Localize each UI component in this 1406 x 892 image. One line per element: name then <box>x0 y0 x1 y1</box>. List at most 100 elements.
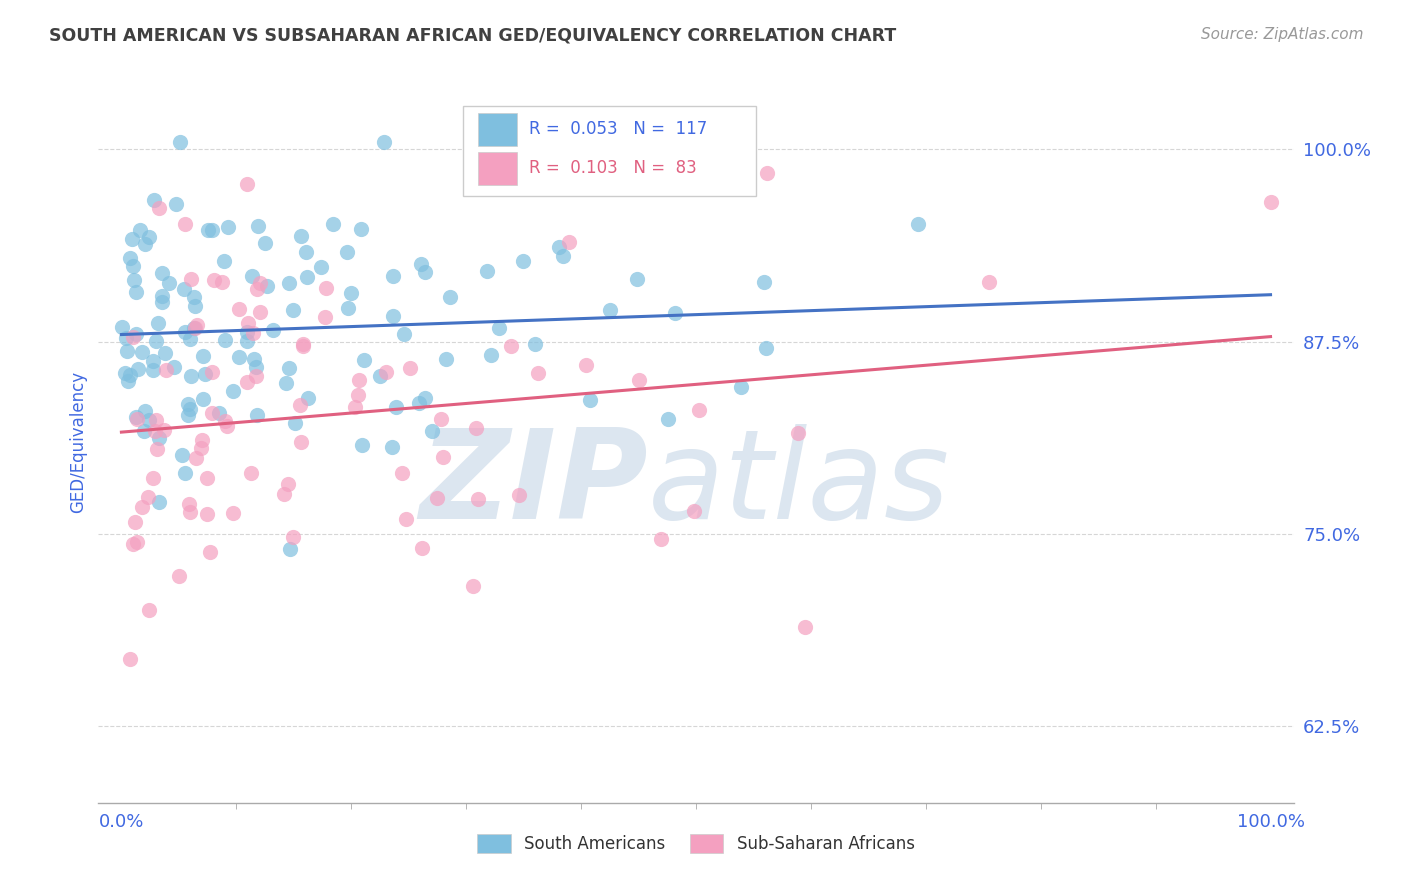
Point <box>413 265 436 279</box>
Point <box>409 257 432 271</box>
Point <box>548 240 571 254</box>
Point <box>127 534 149 549</box>
Point <box>411 541 433 555</box>
Point <box>291 336 314 351</box>
Text: ZIP: ZIP <box>419 425 648 545</box>
Point <box>794 620 817 634</box>
Point <box>148 431 170 445</box>
Point <box>131 344 153 359</box>
Point <box>292 339 315 353</box>
Point <box>392 326 415 341</box>
Point <box>391 466 413 480</box>
Point <box>273 487 295 501</box>
Point <box>121 232 143 246</box>
Point <box>240 466 263 480</box>
Point <box>194 367 217 381</box>
Point <box>508 488 530 502</box>
Point <box>283 302 305 317</box>
Point <box>138 413 160 427</box>
Point <box>284 416 307 430</box>
Point <box>202 273 225 287</box>
Point <box>138 603 160 617</box>
Point <box>228 301 250 316</box>
Point <box>373 135 395 149</box>
Point <box>664 306 686 320</box>
Point <box>197 222 219 236</box>
Point <box>370 368 392 383</box>
Point <box>143 425 166 439</box>
Point <box>247 219 270 233</box>
Point <box>551 249 574 263</box>
Point <box>191 434 214 448</box>
Point <box>236 316 259 330</box>
Point <box>131 500 153 515</box>
Point <box>201 223 224 237</box>
Point <box>124 516 146 530</box>
Point <box>249 277 271 291</box>
Point <box>350 437 373 451</box>
Point <box>413 391 436 405</box>
Point <box>381 268 404 283</box>
Point <box>236 375 259 389</box>
Point <box>150 289 173 303</box>
Point <box>309 260 332 274</box>
Point <box>434 351 457 366</box>
Point <box>177 408 200 422</box>
Point <box>381 440 404 454</box>
Point <box>127 362 149 376</box>
Point <box>240 268 263 283</box>
Point <box>215 418 238 433</box>
Point <box>211 275 233 289</box>
Point <box>281 530 304 544</box>
Point <box>155 346 177 360</box>
Point <box>246 282 269 296</box>
Point <box>756 166 779 180</box>
Point <box>347 373 370 387</box>
Point <box>336 301 359 315</box>
Point <box>222 384 245 398</box>
Point <box>315 280 337 294</box>
Point <box>1260 194 1282 209</box>
Point <box>183 290 205 304</box>
Point <box>150 295 173 310</box>
Point <box>501 339 523 353</box>
Point <box>277 477 299 491</box>
Point <box>118 251 141 265</box>
Point <box>214 333 236 347</box>
Point <box>124 410 146 425</box>
Point <box>730 380 752 394</box>
Point <box>430 411 453 425</box>
Point <box>461 578 484 592</box>
Point <box>527 366 550 380</box>
Point <box>167 569 190 583</box>
Point <box>399 361 422 376</box>
Point <box>148 201 170 215</box>
Point <box>150 266 173 280</box>
Text: atlas: atlas <box>648 425 950 545</box>
Point <box>752 275 775 289</box>
Point <box>142 354 165 368</box>
Point <box>395 512 418 526</box>
Point <box>627 373 650 387</box>
Point <box>155 362 177 376</box>
Point <box>125 326 148 341</box>
Point <box>180 271 202 285</box>
Point <box>290 228 312 243</box>
Point <box>118 652 141 666</box>
Point <box>657 412 679 426</box>
Point <box>290 434 312 449</box>
Point <box>174 325 197 339</box>
Point <box>512 254 534 268</box>
Point <box>420 424 443 438</box>
Point <box>276 376 298 390</box>
Point <box>439 290 461 304</box>
Point <box>262 323 284 337</box>
Point <box>786 425 808 440</box>
Point <box>217 220 239 235</box>
Point <box>243 351 266 366</box>
Point <box>599 303 621 318</box>
Point <box>222 506 245 520</box>
Point <box>242 326 264 340</box>
Point <box>524 336 547 351</box>
Point <box>180 368 202 383</box>
